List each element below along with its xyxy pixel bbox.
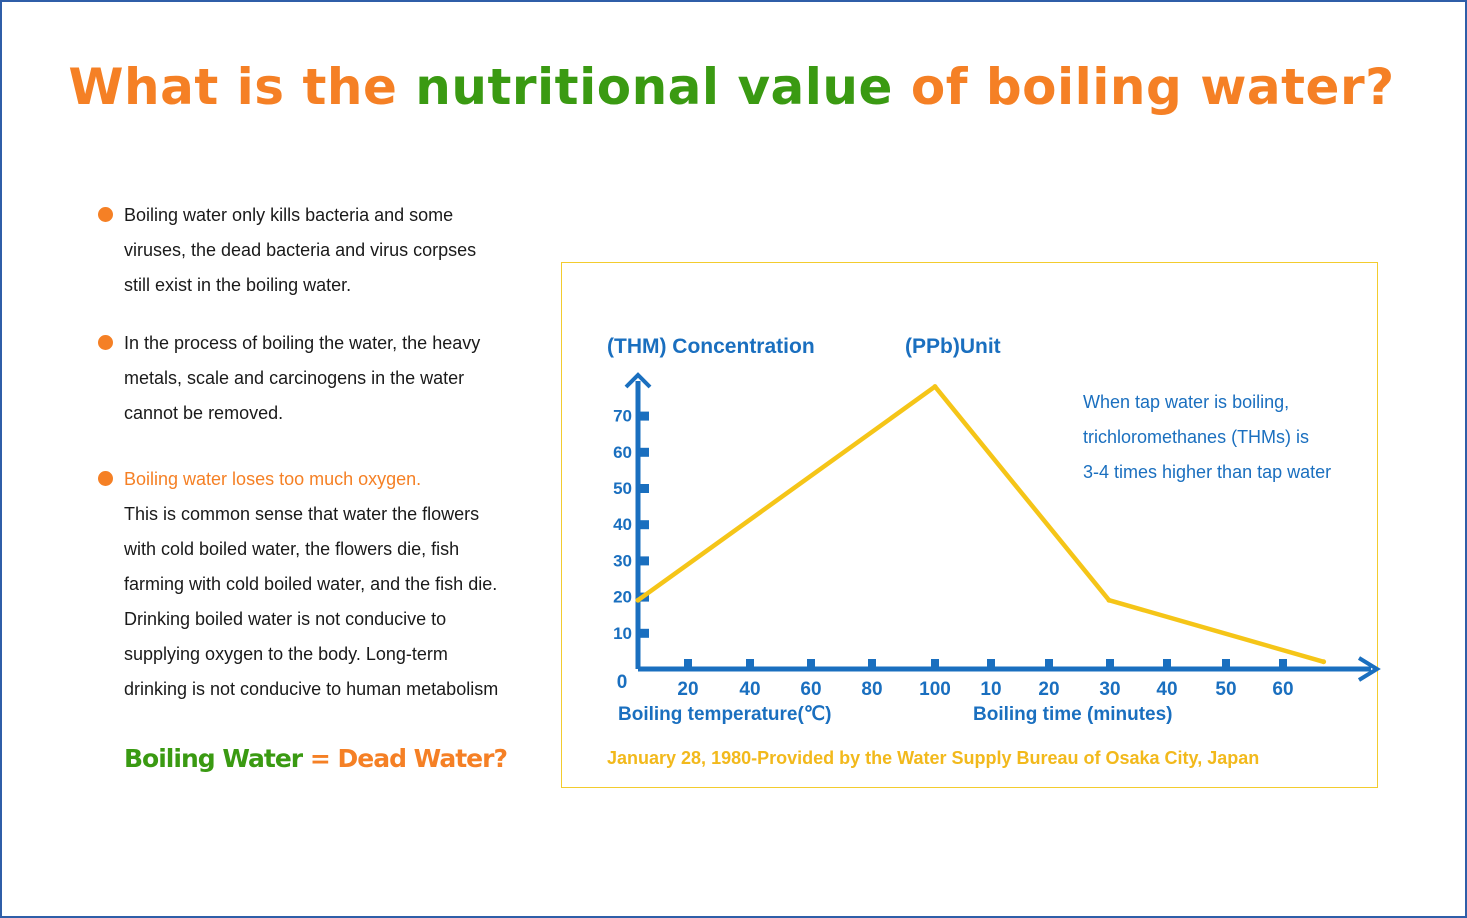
bullet-line: metals, scale and carcinogens in the wat… bbox=[124, 368, 465, 388]
unit-label: (PPb)Unit bbox=[905, 335, 1001, 358]
x-tick-label: 50 bbox=[1215, 679, 1236, 700]
y-axis-title: (THM) Concentration bbox=[607, 335, 815, 358]
chart-annotation-line: When tap water is boiling, bbox=[1083, 392, 1289, 412]
y-tick-label: 10 bbox=[613, 624, 632, 643]
x-tick-label: 80 bbox=[861, 679, 882, 700]
y-tick-mark bbox=[640, 411, 649, 421]
bullet-line: supplying oxygen to the body. Long-term bbox=[124, 644, 448, 664]
slogan-equals: = bbox=[302, 744, 338, 773]
bullet-line: Boiling water only kills bacteria and so… bbox=[124, 205, 454, 225]
x-tick-mark bbox=[1106, 659, 1114, 669]
x-tick-label: 100 bbox=[919, 679, 951, 700]
bullet-dot-icon bbox=[98, 335, 113, 350]
y-tick-label: 40 bbox=[613, 515, 632, 534]
bullet-dot-icon bbox=[98, 207, 113, 222]
x-tick-mark bbox=[868, 659, 876, 669]
x-tick-label: 60 bbox=[800, 679, 821, 700]
x-tick-label: 30 bbox=[1099, 679, 1120, 700]
slogan: Boiling Water = Dead Water? bbox=[124, 744, 508, 773]
x-axis-arrow-icon bbox=[1357, 656, 1381, 682]
y-tick-mark bbox=[640, 484, 649, 493]
y-tick-label: 20 bbox=[613, 588, 632, 607]
bullet-line: cannot be removed. bbox=[124, 403, 284, 423]
x-tick-label: 60 bbox=[1272, 679, 1293, 700]
bullet-line: drinking is not conducive to human metab… bbox=[124, 679, 499, 699]
chart-frame bbox=[561, 262, 1378, 788]
bullet-line: with cold boiled water, the flowers die,… bbox=[124, 539, 460, 559]
x-tick-mark bbox=[931, 659, 939, 669]
x-tick-mark bbox=[1163, 659, 1171, 669]
x-axis-title-temperature: Boiling temperature(℃) bbox=[618, 704, 831, 725]
bullet-line: Drinking boiled water is not conducive t… bbox=[124, 609, 447, 629]
y-tick-label: 70 bbox=[613, 407, 632, 426]
x-tick-label: 40 bbox=[1156, 679, 1177, 700]
x-tick-label: 40 bbox=[739, 679, 760, 700]
bullet-line: This is common sense that water the flow… bbox=[124, 504, 480, 524]
bullet-line: viruses, the dead bacteria and virus cor… bbox=[124, 240, 477, 260]
y-tick-label: 30 bbox=[613, 551, 632, 570]
x-tick-label: 10 bbox=[980, 679, 1001, 700]
slogan-right: Dead Water? bbox=[337, 744, 508, 773]
bullet-highlight: Boiling water loses too much oxygen. bbox=[124, 469, 422, 489]
y-axis-arrow-icon bbox=[624, 372, 652, 389]
chart-annotation-line: trichloromethanes (THMs) is bbox=[1083, 427, 1309, 447]
bullet-line: still exist in the boiling water. bbox=[124, 275, 352, 295]
x-tick-label: 20 bbox=[677, 679, 698, 700]
bullet-dot-icon bbox=[98, 471, 113, 486]
y-tick-label: 50 bbox=[613, 479, 632, 498]
x-tick-mark bbox=[1279, 659, 1287, 669]
y-tick-label: 60 bbox=[613, 443, 632, 462]
x-tick-mark bbox=[1222, 659, 1230, 669]
x-tick-mark bbox=[684, 659, 692, 669]
y-tick-mark bbox=[640, 520, 649, 530]
page-title: What is the nutritional value of boiling… bbox=[0, 58, 1463, 116]
x-tick-mark bbox=[807, 659, 815, 669]
series-line bbox=[635, 384, 1326, 665]
x-tick-mark bbox=[1045, 659, 1053, 669]
bullet-line: farming with cold boiled water, and the … bbox=[124, 574, 498, 594]
y-tick-mark bbox=[640, 628, 649, 638]
origin-label: 0 bbox=[617, 672, 628, 693]
x-tick-mark bbox=[746, 659, 754, 669]
bullet-line: In the process of boiling the water, the… bbox=[124, 333, 481, 353]
x-axis-title-time: Boiling time (minutes) bbox=[973, 704, 1173, 725]
x-tick-label: 20 bbox=[1038, 679, 1059, 700]
y-tick-mark bbox=[640, 556, 649, 566]
chart-source: January 28, 1980-Provided by the Water S… bbox=[607, 748, 1259, 768]
title-part-3: of boiling water? bbox=[892, 58, 1395, 116]
title-part-2: nutritional value bbox=[415, 58, 893, 116]
y-tick-mark bbox=[640, 447, 649, 457]
series-point bbox=[635, 597, 641, 603]
title-part-1: What is the bbox=[68, 58, 416, 116]
series-point bbox=[1321, 659, 1327, 665]
series-point bbox=[1106, 597, 1112, 603]
chart-annotation-line: 3-4 times higher than tap water bbox=[1083, 462, 1331, 482]
x-tick-mark bbox=[987, 659, 995, 669]
slogan-left: Boiling Water bbox=[124, 744, 303, 773]
series-point bbox=[932, 384, 938, 390]
